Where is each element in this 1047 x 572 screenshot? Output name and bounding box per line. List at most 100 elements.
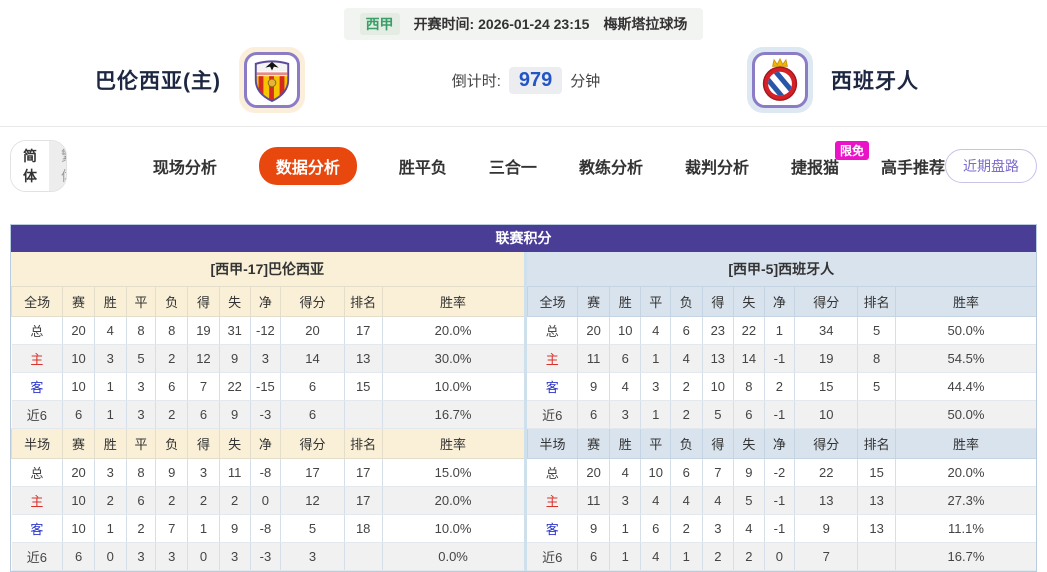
stat-cell: 2 — [670, 514, 703, 543]
away-table-header: [西甲-5]西班牙人 — [526, 252, 1036, 286]
col-header: 失 — [733, 286, 765, 317]
tab-4[interactable]: 三合一 — [488, 160, 537, 177]
stat-cell: 18 — [343, 514, 383, 543]
stat-cell: 6 — [640, 514, 671, 543]
home-stats-half: [西甲-17]巴伦西亚 全场赛胜平负得失净得分 排名 胜率总 20 4 8 8 19 31 -12… — [10, 252, 524, 571]
col-header: 得分 — [280, 428, 345, 459]
stat-cell: 10.0% — [381, 372, 524, 401]
stat-cell: -15 — [249, 372, 282, 401]
lang-simplified-button[interactable]: 简体 — [11, 141, 49, 191]
home-table-header: [西甲-17]巴伦西亚 — [11, 252, 524, 286]
recent-odds-button[interactable]: 近期盘路 — [945, 149, 1037, 183]
col-header: 平 — [640, 428, 671, 459]
stat-cell: 3 — [93, 344, 127, 373]
stat-cell: 20.0% — [381, 486, 524, 515]
match-info-bar: 西甲 开赛时间: 2026-01-24 23:15 梅斯塔拉球场 — [0, 0, 1047, 40]
col-header: 失 — [218, 428, 251, 459]
table-title: 联赛积分 — [11, 225, 1036, 252]
stat-cell: 22 — [218, 372, 251, 401]
stat-cell — [857, 542, 896, 571]
stat-cell: 10 — [62, 344, 95, 373]
stat-cell: 2 — [155, 344, 189, 373]
col-header: 排名 — [857, 286, 896, 317]
stat-cell: -1 — [763, 344, 796, 373]
col-header: 平 — [640, 286, 671, 317]
stat-cell: 15 — [343, 372, 383, 401]
stat-cell: 6 — [733, 400, 765, 429]
table-row: 主 11 3 4 4 4 5 -1 13 13 27.3% — [527, 486, 1036, 515]
col-header: 失 — [218, 286, 251, 317]
col-header: 赛 — [62, 286, 95, 317]
stat-cell: 6 — [187, 400, 220, 429]
language-toggle[interactable]: 简体 繁体 — [10, 140, 67, 192]
stat-cell: 6 — [125, 486, 157, 515]
col-header: 胜率 — [381, 428, 524, 459]
stat-cell: 0 — [249, 486, 282, 515]
stat-cell: 2 — [155, 486, 189, 515]
stat-cell: 1 — [763, 316, 796, 345]
nav-tabs: 现场分析 数据分析 胜平负 三合一 教练分析 裁判分析 捷报猫 限免 高手推荐 — [152, 141, 945, 185]
away-table: 全场赛胜平负得失净得分 排名 胜率总 20 10 4 6 23 22 1 34 5 50.0% 主 11 6 1… — [526, 286, 1036, 571]
col-header: 排名 — [857, 428, 896, 459]
tab-7[interactable]: 捷报猫 限免 — [791, 141, 869, 178]
stat-cell: 14 — [733, 344, 765, 373]
stat-cell: 6 — [577, 542, 610, 571]
col-header: 负 — [155, 286, 189, 317]
stat-cell: 50.0% — [894, 400, 1036, 429]
stat-cell: 3 — [249, 344, 282, 373]
stat-cell: 10.0% — [381, 514, 524, 543]
col-header: 净 — [763, 428, 796, 459]
stat-cell: 4 — [93, 316, 127, 345]
countdown-value: 979 — [508, 66, 563, 94]
countdown-label: 倒计时: — [451, 72, 501, 90]
stat-cell: -8 — [249, 458, 282, 487]
stat-cell: 10 — [640, 458, 671, 487]
stat-cell: 12 — [280, 486, 345, 515]
stat-cell: 6 — [670, 458, 703, 487]
col-header: 净 — [763, 286, 796, 317]
stat-cell: 13 — [701, 344, 735, 373]
stat-cell: 2 — [125, 514, 157, 543]
stat-cell: 2 — [93, 486, 127, 515]
stat-cell: 3 — [640, 372, 671, 401]
tab-1[interactable]: 现场分析 — [152, 160, 217, 177]
stat-cell: 1 — [640, 344, 671, 373]
stat-cell: -1 — [763, 514, 796, 543]
stat-cell: 9 — [218, 344, 251, 373]
stat-cell — [857, 400, 896, 429]
stat-cell: 22 — [733, 316, 765, 345]
col-header: 赛 — [577, 286, 610, 317]
stat-cell: 20 — [62, 458, 95, 487]
table-row: 总 20 4 8 8 19 31 -12 20 17 20.0% — [11, 316, 524, 345]
col-header: 全场 — [526, 286, 579, 317]
table-row: 客 9 4 3 2 10 8 2 15 5 44.4% — [527, 372, 1036, 401]
stat-cell: 7 — [155, 514, 189, 543]
tab-6[interactable]: 裁判分析 — [684, 160, 749, 177]
tab-8[interactable]: 高手推荐 — [880, 160, 945, 177]
table-row: 主 11 6 1 4 13 14 -1 19 8 54.5% — [527, 344, 1036, 373]
col-header: 净 — [249, 428, 282, 459]
away-team-name: 西班牙人 — [831, 70, 919, 93]
stat-cell: 20 — [577, 458, 610, 487]
stat-cell: 54.5% — [894, 344, 1036, 373]
tab-5[interactable]: 教练分析 — [578, 160, 643, 177]
countdown-unit: 分钟 — [570, 72, 601, 90]
lang-traditional-button[interactable]: 繁体 — [49, 141, 66, 191]
stat-cell: 4 — [640, 542, 671, 571]
home-team-logo — [239, 47, 305, 113]
col-header: 得分 — [794, 286, 859, 317]
tab-3[interactable]: 胜平负 — [398, 160, 447, 177]
row-label: 主 — [11, 344, 64, 373]
stat-cell: 7 — [701, 458, 735, 487]
row-label: 总 — [11, 316, 64, 345]
tab-2[interactable]: 数据分析 — [258, 147, 357, 185]
stat-cell: 3 — [93, 458, 127, 487]
stat-cell: 1 — [93, 400, 127, 429]
stat-cell: 2 — [701, 542, 735, 571]
table-row: 近6 6 1 4 1 2 2 0 7 16.7% — [527, 542, 1036, 571]
col-header: 得分 — [794, 428, 859, 459]
home-table: 全场赛胜平负得失净得分 排名 胜率总 20 4 8 8 19 31 -12 20 17 20.0% 主 10… — [10, 286, 524, 571]
row-label: 客 — [11, 372, 64, 401]
limited-free-badge: 限免 — [834, 141, 869, 160]
